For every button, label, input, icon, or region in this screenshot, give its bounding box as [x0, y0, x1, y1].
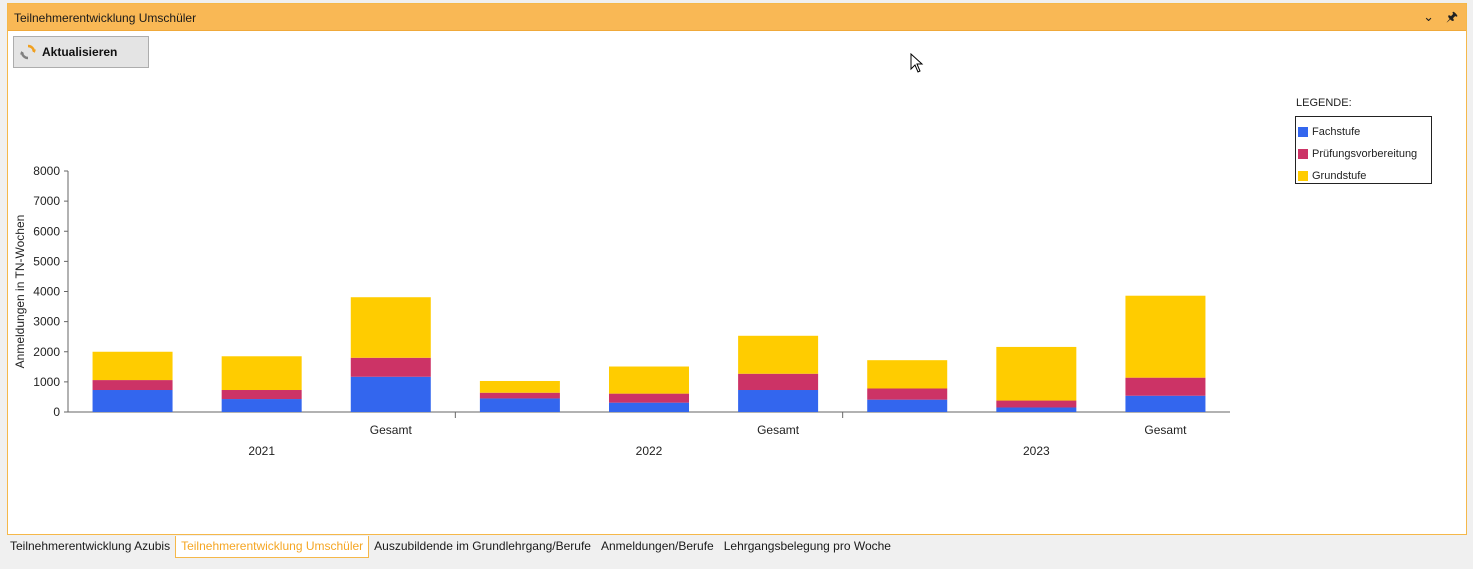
bar-segment-prüfungsvorbereitung [221, 390, 302, 400]
bar-segment-grundstufe [609, 366, 689, 394]
bar-segment-grundstufe [1125, 295, 1206, 378]
legend-title: LEGENDE: [1296, 97, 1352, 109]
tab-3[interactable]: Anmeldungen/Berufe [600, 539, 714, 553]
refresh-button[interactable]: Aktualisieren [13, 36, 149, 68]
legend-item: Prüfungsvorbereitung [1298, 143, 1431, 165]
bar-segment-prüfungsvorbereitung [1125, 377, 1206, 396]
bar-segment-prüfungsvorbereitung [996, 400, 1077, 408]
bar-segment-prüfungsvorbereitung [609, 393, 689, 403]
bar-segment-prüfungsvorbereitung [867, 388, 948, 400]
pin-icon[interactable]: 🖈 [1445, 9, 1458, 24]
x-group-label: 2023 [1023, 444, 1050, 458]
bar-segment-prüfungsvorbereitung [92, 380, 173, 391]
bar-segment-prüfungsvorbereitung [350, 357, 431, 377]
bar-segment-grundstufe [996, 346, 1077, 401]
legend-item: Grundstufe [1298, 165, 1431, 187]
tab-2[interactable]: Auszubildende im Grundlehrgang/Berufe [374, 539, 591, 553]
y-tick-label: 0 [53, 405, 60, 419]
bar-segment-fachstufe [92, 390, 173, 412]
chart-legend: Fachstufe Prüfungsvorbereitung Grundstufe [1295, 116, 1432, 184]
tab-strip: Teilnehmerentwicklung Azubis Teilnehmeren… [5, 536, 896, 558]
panel-titlebar: Teilnehmerentwicklung Umschüler ⌄ 🖈 [8, 4, 1466, 31]
bar-segment-fachstufe [479, 398, 560, 412]
bar-segment-fachstufe [1125, 395, 1206, 412]
legend-label: Grundstufe [1312, 170, 1367, 182]
bar-segment-grundstufe [221, 356, 302, 391]
x-category-label: Gesamt [1144, 423, 1187, 437]
bar-segment-grundstufe [867, 360, 948, 389]
bar-segment-fachstufe [221, 399, 302, 412]
bar-segment-grundstufe [92, 351, 173, 381]
legend-label: Fachstufe [1312, 126, 1361, 138]
x-category-label: Gesamt [757, 423, 800, 437]
bar-segment-prüfungsvorbereitung [738, 373, 819, 391]
bar-segment-prüfungsvorbereitung [479, 392, 560, 399]
legend-label: Prüfungsvorbereitung [1312, 148, 1418, 160]
tab-0[interactable]: Teilnehmerentwicklung Azubis [10, 539, 171, 553]
y-tick-label: 5000 [33, 254, 60, 268]
y-tick-label: 1000 [33, 375, 60, 389]
y-tick-label: 4000 [33, 285, 60, 299]
x-category-label: Gesamt [370, 423, 413, 437]
legend-swatch [1298, 149, 1308, 159]
y-tick-label: 2000 [33, 345, 60, 359]
panel-title: Teilnehmerentwicklung Umschüler [14, 11, 197, 25]
mouse-cursor-icon [910, 53, 924, 73]
bar-segment-grundstufe [738, 335, 819, 374]
tab-4[interactable]: Lehrgangsbelegung pro Woche [723, 539, 891, 553]
bar-segment-fachstufe [996, 407, 1077, 412]
bar-segment-fachstufe [867, 399, 948, 412]
x-group-label: 2022 [636, 444, 663, 458]
y-tick-label: 3000 [33, 315, 60, 329]
legend-swatch [1298, 171, 1308, 181]
y-tick-label: 7000 [33, 194, 60, 208]
bar-segment-grundstufe [350, 297, 431, 358]
bar-segment-grundstufe [479, 380, 560, 393]
refresh-icon [20, 44, 36, 60]
bar-segment-fachstufe [738, 390, 819, 412]
bar-segment-fachstufe [350, 376, 431, 412]
chevron-down-icon[interactable]: ⌄ [1423, 9, 1434, 24]
chart-panel: Teilnehmerentwicklung Umschüler ⌄ 🖈 Aktu… [7, 3, 1467, 535]
refresh-label: Aktualisieren [42, 45, 118, 59]
legend-item: Fachstufe [1298, 121, 1431, 143]
legend-swatch [1298, 127, 1308, 137]
bar-segment-fachstufe [609, 402, 689, 412]
y-tick-label: 6000 [33, 224, 60, 238]
y-axis-label: Anmeldungen in TN-Wochen [13, 215, 27, 369]
y-tick-label: 8000 [33, 164, 60, 178]
x-group-label: 2021 [248, 444, 275, 458]
tab-1[interactable]: Teilnehmerentwicklung Umschüler [175, 536, 370, 558]
